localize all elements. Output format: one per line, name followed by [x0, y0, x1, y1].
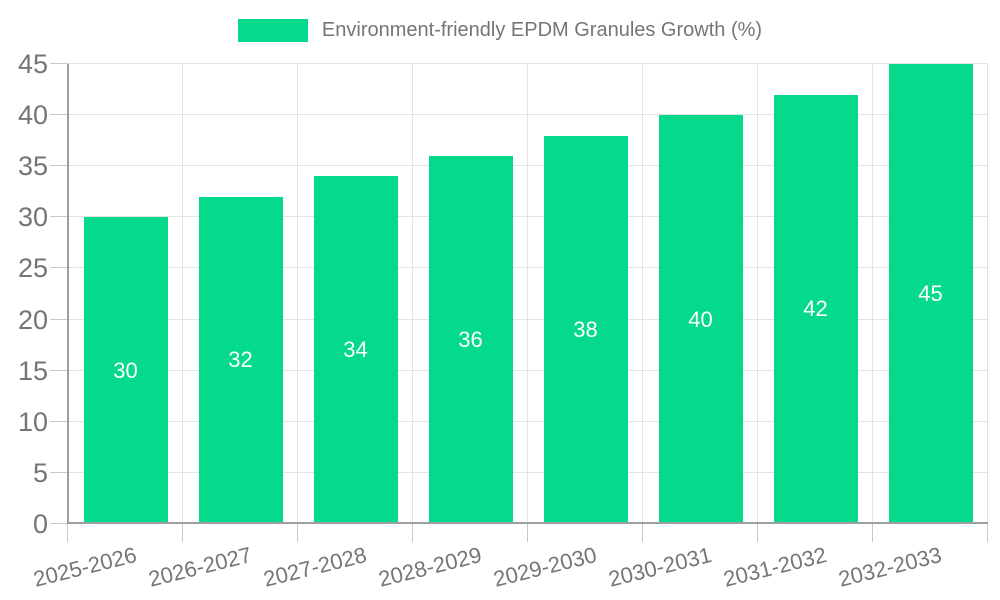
bar[interactable]	[428, 156, 513, 522]
y-gridline	[68, 471, 988, 473]
x-tick-mark	[642, 524, 643, 542]
bar-value-label: 40	[688, 306, 713, 332]
bar[interactable]	[773, 94, 858, 522]
x-axis-baseline	[67, 522, 988, 524]
bar-value-label: 30	[113, 357, 138, 383]
y-tick-mark	[50, 369, 68, 371]
y-axis-line	[67, 64, 69, 524]
y-gridline	[68, 369, 988, 371]
y-gridline	[68, 63, 988, 64]
y-gridline	[68, 267, 988, 269]
y-axis-tick-label: 5	[32, 457, 48, 488]
x-tick-mark	[987, 524, 988, 542]
x-gridline	[872, 64, 873, 524]
y-tick-mark	[50, 267, 68, 269]
x-axis-tick-label: 2027-2028	[260, 542, 369, 592]
x-tick-mark	[67, 524, 68, 542]
chart-legend[interactable]: Environment-friendly EPDM Granules Growt…	[0, 19, 1000, 42]
y-axis-tick-label: 45	[17, 49, 48, 79]
bar-value-label: 36	[458, 327, 483, 352]
x-axis-tick-label: 2028-2029	[375, 542, 484, 592]
y-gridline	[68, 114, 988, 116]
y-axis-tick-label: 40	[17, 100, 48, 131]
x-gridline	[642, 64, 643, 524]
x-tick-mark	[412, 524, 413, 542]
y-axis-tick-label: 20	[17, 304, 48, 335]
bar[interactable]	[313, 176, 398, 522]
x-gridline	[297, 64, 298, 524]
x-axis-tick-label: 2032-2033	[835, 542, 944, 592]
x-tick-mark	[757, 524, 758, 542]
x-gridline	[757, 64, 758, 524]
bar-value-label: 34	[343, 337, 368, 363]
y-axis-tick-label: 25	[17, 253, 48, 284]
x-axis-tick-label: 2031-2032	[720, 542, 829, 592]
y-axis-tick-label: 15	[17, 355, 48, 386]
bar[interactable]	[83, 217, 168, 522]
bar-value-label: 32	[228, 347, 253, 373]
y-axis-tick-label: 30	[17, 202, 48, 233]
legend-series-label: Environment-friendly EPDM Granules Growt…	[321, 19, 763, 41]
bar-value-label: 38	[573, 316, 598, 342]
y-tick-mark	[50, 63, 68, 64]
x-axis-tick-label: 2025-2026	[30, 542, 139, 592]
x-axis-tick-label: 2026-2027	[145, 542, 254, 592]
y-tick-mark	[50, 471, 68, 473]
x-gridline	[412, 64, 413, 524]
x-tick-mark	[182, 524, 183, 542]
y-tick-mark	[50, 420, 68, 422]
y-axis-tick-label: 35	[17, 151, 48, 182]
bar-value-label: 45	[918, 281, 943, 306]
y-gridline	[68, 216, 988, 218]
bar[interactable]	[198, 196, 283, 522]
y-tick-mark	[50, 216, 68, 218]
y-tick-mark	[50, 114, 68, 116]
y-axis-tick-label: 0	[32, 509, 48, 539]
bar[interactable]	[888, 64, 973, 522]
x-tick-mark	[297, 524, 298, 542]
y-tick-mark	[50, 165, 68, 167]
y-tick-mark	[50, 523, 68, 524]
y-gridline	[68, 420, 988, 422]
x-gridline	[182, 64, 183, 524]
x-tick-mark	[872, 524, 873, 542]
bar[interactable]	[658, 115, 743, 522]
x-axis-tick-label: 2029-2030	[490, 542, 599, 592]
x-gridline	[527, 64, 528, 524]
x-axis-tick-label: 2030-2031	[605, 542, 714, 592]
legend-swatch-icon	[237, 19, 308, 42]
y-tick-mark	[50, 318, 68, 320]
x-tick-mark	[527, 524, 528, 542]
bar[interactable]	[543, 135, 628, 522]
y-gridline	[68, 165, 988, 167]
y-axis-tick-label: 10	[17, 406, 48, 437]
x-gridline	[987, 64, 988, 524]
y-gridline	[68, 318, 988, 320]
bar-value-label: 42	[803, 296, 828, 322]
